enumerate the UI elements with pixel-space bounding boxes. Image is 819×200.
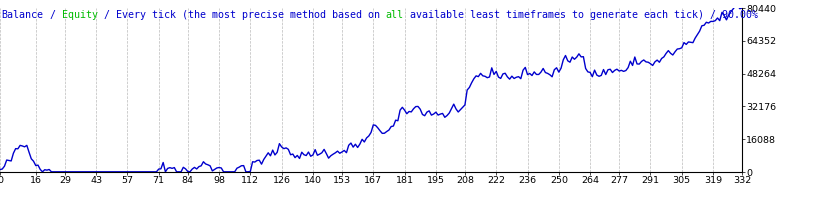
Text: Balance: Balance [2,10,43,20]
Text: Equity: Equity [61,10,97,20]
Text: /: / [43,10,61,20]
Text: all: all [385,10,403,20]
Text: available least timeframes to generate each tick) / 90.00%: available least timeframes to generate e… [403,10,757,20]
Text: / Every tick (the most precise method based on: / Every tick (the most precise method ba… [97,10,385,20]
